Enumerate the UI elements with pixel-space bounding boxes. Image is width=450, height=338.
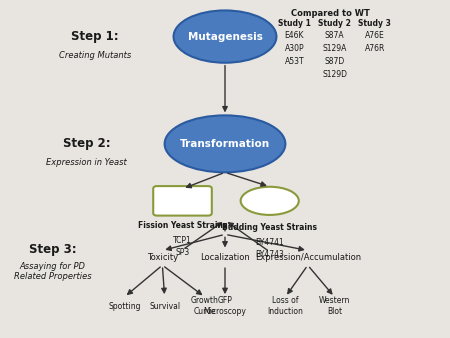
Text: S129D: S129D [322,70,347,79]
Text: Compared to WT: Compared to WT [291,9,369,18]
Text: Step 1:: Step 1: [72,30,119,43]
Text: Assaying for PD
Related Properties: Assaying for PD Related Properties [14,262,92,281]
Text: Toxicity: Toxicity [147,254,178,262]
Text: A76R: A76R [364,44,385,53]
Text: S87A: S87A [325,31,344,41]
Text: Creating Mutants: Creating Mutants [59,50,131,59]
Text: A76E: A76E [365,31,385,41]
FancyBboxPatch shape [153,186,212,216]
Text: Study 2: Study 2 [318,19,351,28]
Text: Western
Blot: Western Blot [319,296,350,316]
Text: Expression in Yeast: Expression in Yeast [46,158,127,167]
Text: E46K: E46K [284,31,304,41]
Text: Study 1: Study 1 [278,19,311,28]
Text: TCP1
SP3: TCP1 SP3 [173,236,192,257]
Text: Loss of
Induction: Loss of Induction [267,296,303,316]
Text: Localization: Localization [200,254,250,262]
Text: GFP
Microscopy: GFP Microscopy [203,296,247,316]
Ellipse shape [241,187,299,215]
Text: Fission Yeast Strains: Fission Yeast Strains [138,221,227,230]
Text: A53T: A53T [284,57,304,66]
Text: Transformation: Transformation [180,139,270,149]
Text: Mutagenesis: Mutagenesis [188,31,262,42]
Text: Spotting: Spotting [108,302,140,311]
Text: Step 2:: Step 2: [63,137,110,150]
Text: S87D: S87D [324,57,345,66]
Text: Expression/Accumulation: Expression/Accumulation [255,254,361,262]
Text: BY4741
BY4743: BY4741 BY4743 [255,238,284,259]
Text: Step 3:: Step 3: [29,243,76,256]
Text: A30P: A30P [284,44,304,53]
Text: S129A: S129A [322,44,347,53]
Ellipse shape [165,115,285,172]
Text: Budding Yeast Strains: Budding Yeast Strains [222,223,317,232]
Text: Growth
Curve: Growth Curve [191,296,219,316]
Ellipse shape [174,10,276,63]
Text: Study 3: Study 3 [358,19,391,28]
Text: Survival: Survival [149,302,180,311]
